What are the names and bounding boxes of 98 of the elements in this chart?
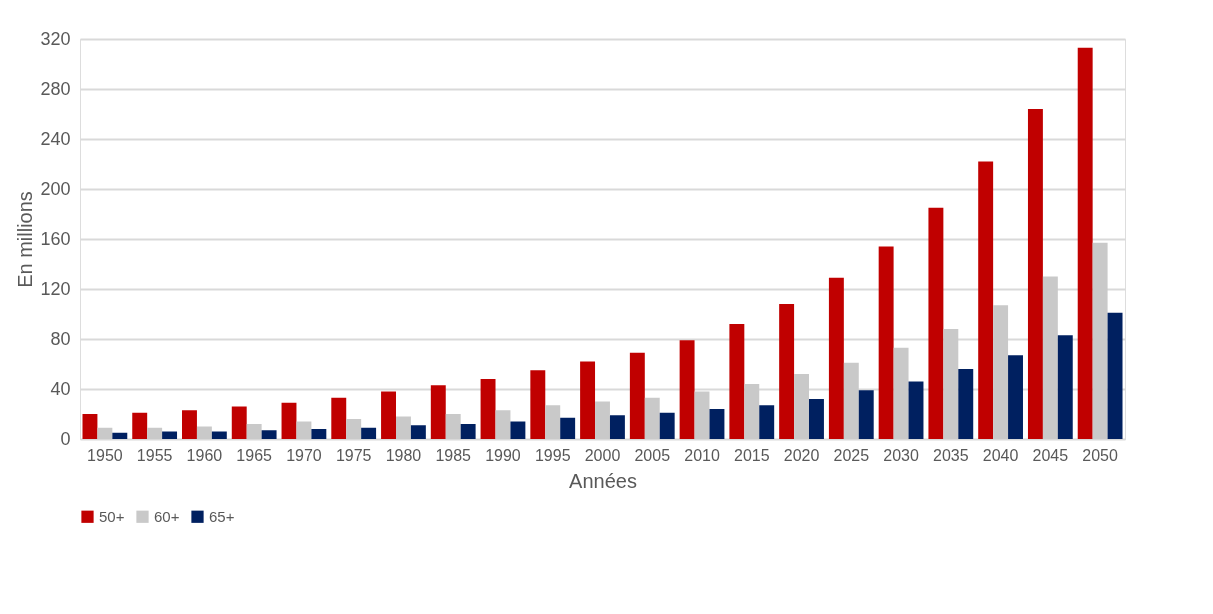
bar (679, 340, 695, 439)
bar (231, 406, 247, 439)
bar (729, 324, 745, 439)
x-tick-label: 1975 (335, 446, 372, 464)
bar (759, 405, 775, 439)
bar (560, 417, 576, 439)
bar (112, 432, 128, 439)
bar (410, 425, 426, 439)
bar (296, 421, 312, 439)
bar (495, 410, 511, 439)
x-tick-label: 1990 (485, 446, 521, 464)
bar (480, 379, 496, 439)
bar (1107, 312, 1123, 439)
bar (978, 161, 994, 439)
x-tick-label: 1995 (534, 446, 571, 464)
bar (147, 427, 163, 439)
x-tick-label: 1970 (286, 446, 322, 464)
y-tick-label: 160 (40, 228, 71, 249)
bar (644, 397, 660, 439)
x-tick-label: 2010 (684, 446, 720, 464)
x-tick-label: 1965 (236, 446, 273, 464)
bar (893, 347, 909, 439)
bar (629, 352, 645, 439)
y-tick-label: 80 (50, 328, 71, 349)
y-tick-label: 280 (40, 78, 71, 99)
bar (1027, 109, 1043, 439)
bar (430, 385, 446, 439)
bar (510, 421, 526, 439)
y-tick-label: 40 (50, 378, 71, 399)
bar (828, 277, 844, 439)
legend-label: 65+ (209, 507, 235, 525)
bar (1057, 335, 1073, 439)
bar (694, 391, 710, 439)
bar (281, 402, 297, 439)
bar (196, 426, 212, 439)
bar (595, 401, 610, 439)
y-tick-label: 120 (40, 278, 71, 299)
x-tick-label: 1985 (435, 446, 472, 464)
bar (993, 305, 1009, 439)
bar (943, 329, 959, 439)
x-tick-label: 2025 (833, 446, 870, 464)
x-tick-label: 2000 (584, 446, 621, 464)
bar (132, 412, 148, 439)
bar (445, 414, 461, 439)
bar (779, 304, 795, 439)
bar (609, 415, 625, 439)
x-tick-label: 2035 (933, 446, 969, 464)
bar (545, 405, 561, 439)
bar (311, 429, 327, 439)
bar (162, 431, 178, 439)
bar (858, 390, 874, 439)
x-tick-label: 2040 (982, 446, 1019, 464)
x-tick-label: 2050 (1082, 446, 1119, 464)
bar (1042, 276, 1058, 439)
bar (395, 416, 411, 439)
x-tick-label: 1960 (186, 446, 223, 464)
y-tick-label: 0 (60, 428, 71, 449)
x-axis-title: Années (569, 469, 637, 492)
bar (82, 414, 98, 439)
bar (460, 424, 476, 439)
x-tick-label: 2045 (1032, 446, 1069, 464)
bar (381, 391, 396, 439)
bar (794, 374, 810, 439)
x-tick-label: 1955 (136, 446, 173, 464)
bar (1092, 242, 1108, 439)
y-tick-label: 320 (40, 28, 71, 49)
bar (1077, 47, 1093, 439)
bar (1008, 355, 1023, 439)
bar (580, 361, 596, 439)
bar (709, 409, 725, 439)
x-tick-label: 1950 (87, 446, 123, 464)
bar (261, 430, 277, 439)
x-tick-label: 2015 (733, 446, 770, 464)
bar (331, 397, 347, 439)
bar (97, 427, 113, 439)
bar (843, 362, 859, 439)
bar (878, 246, 894, 439)
bar (928, 207, 944, 439)
bar (530, 370, 546, 439)
bar (908, 381, 924, 439)
bar (182, 410, 197, 439)
bar (958, 369, 974, 439)
bar (346, 419, 362, 439)
x-tick-label: 2020 (783, 446, 820, 464)
bar (361, 427, 377, 439)
bar (744, 384, 760, 439)
bar (246, 424, 262, 439)
bar (211, 431, 227, 439)
x-tick-label: 1980 (385, 446, 422, 464)
x-tick-label: 2005 (634, 446, 671, 464)
bar (809, 399, 824, 439)
y-tick-label: 200 (40, 178, 71, 199)
y-tick-label: 240 (40, 128, 71, 149)
bar (659, 412, 675, 439)
legend-label: 60+ (154, 507, 180, 525)
x-tick-label: 2030 (883, 446, 919, 464)
y-axis-title: En millions (14, 191, 37, 288)
legend-label: 50+ (99, 507, 125, 525)
